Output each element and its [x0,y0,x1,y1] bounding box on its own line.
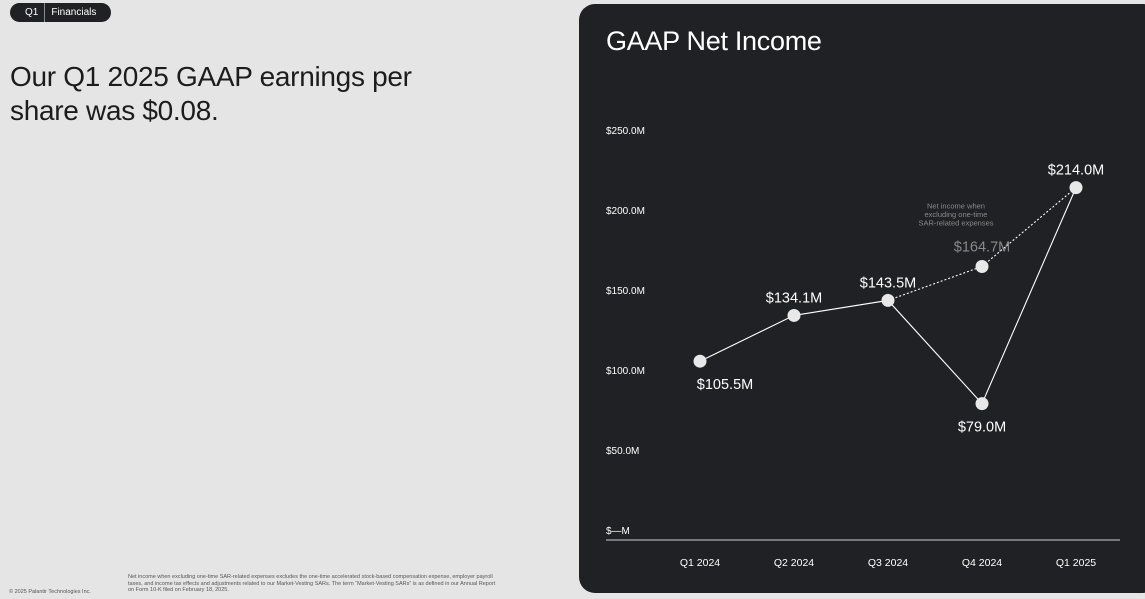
y-tick-label: $200.0M [606,206,645,217]
annotation-text: Net income when [927,201,985,210]
data-point [881,293,895,307]
adjusted-data-point [975,259,989,273]
copyright: © 2025 Palantir Technologies Inc. [9,589,91,595]
data-point [787,308,801,322]
net-income-chart: $250.0M $200.0M $150.0M $100.0M $50.0M $—M Q1 … [606,126,1120,569]
adjusted-data-label: $164.7M [954,239,1010,255]
y-tick-label: $50.0M [606,446,639,457]
data-label: $214.0M [1048,163,1104,179]
data-label: $79.0M [958,420,1006,436]
x-tick-label: Q2 2024 [774,557,814,569]
y-tick-label: $—M [606,526,630,537]
data-label: $105.5M [697,377,753,393]
x-tick-label: Q1 2024 [680,557,720,569]
data-point [1069,181,1083,195]
x-tick-label: Q4 2024 [962,557,1002,569]
x-tick-label: Q3 2024 [868,557,908,569]
tag-section: Financials [51,7,97,18]
tag-divider [44,3,46,22]
x-tick-label: Q1 2025 [1056,557,1096,569]
y-tick-label: $150.0M [606,286,645,297]
adjusted-series-line [887,187,1077,301]
footnote: Net income when excluding one-time SAR-r… [128,574,496,593]
chart-panel: GAAP Net Income $250.0M $200.0M $150.0M $10… [579,4,1145,593]
annotation-text: excluding one-time [925,210,988,219]
chart-title: GAAP Net Income [606,26,822,56]
data-label: $143.5M [860,275,916,291]
section-tag: Q1 Financials [10,3,112,22]
headline: Our Q1 2025 GAAP earnings per share was … [10,61,412,126]
data-label: $134.1M [766,290,822,306]
y-tick-label: $100.0M [606,366,645,377]
data-point [975,397,989,411]
y-tick-label: $250.0M [606,126,645,137]
data-point [693,354,707,368]
annotation-text: SAR-related expenses [918,218,993,227]
tag-quarter: Q1 [25,7,39,18]
